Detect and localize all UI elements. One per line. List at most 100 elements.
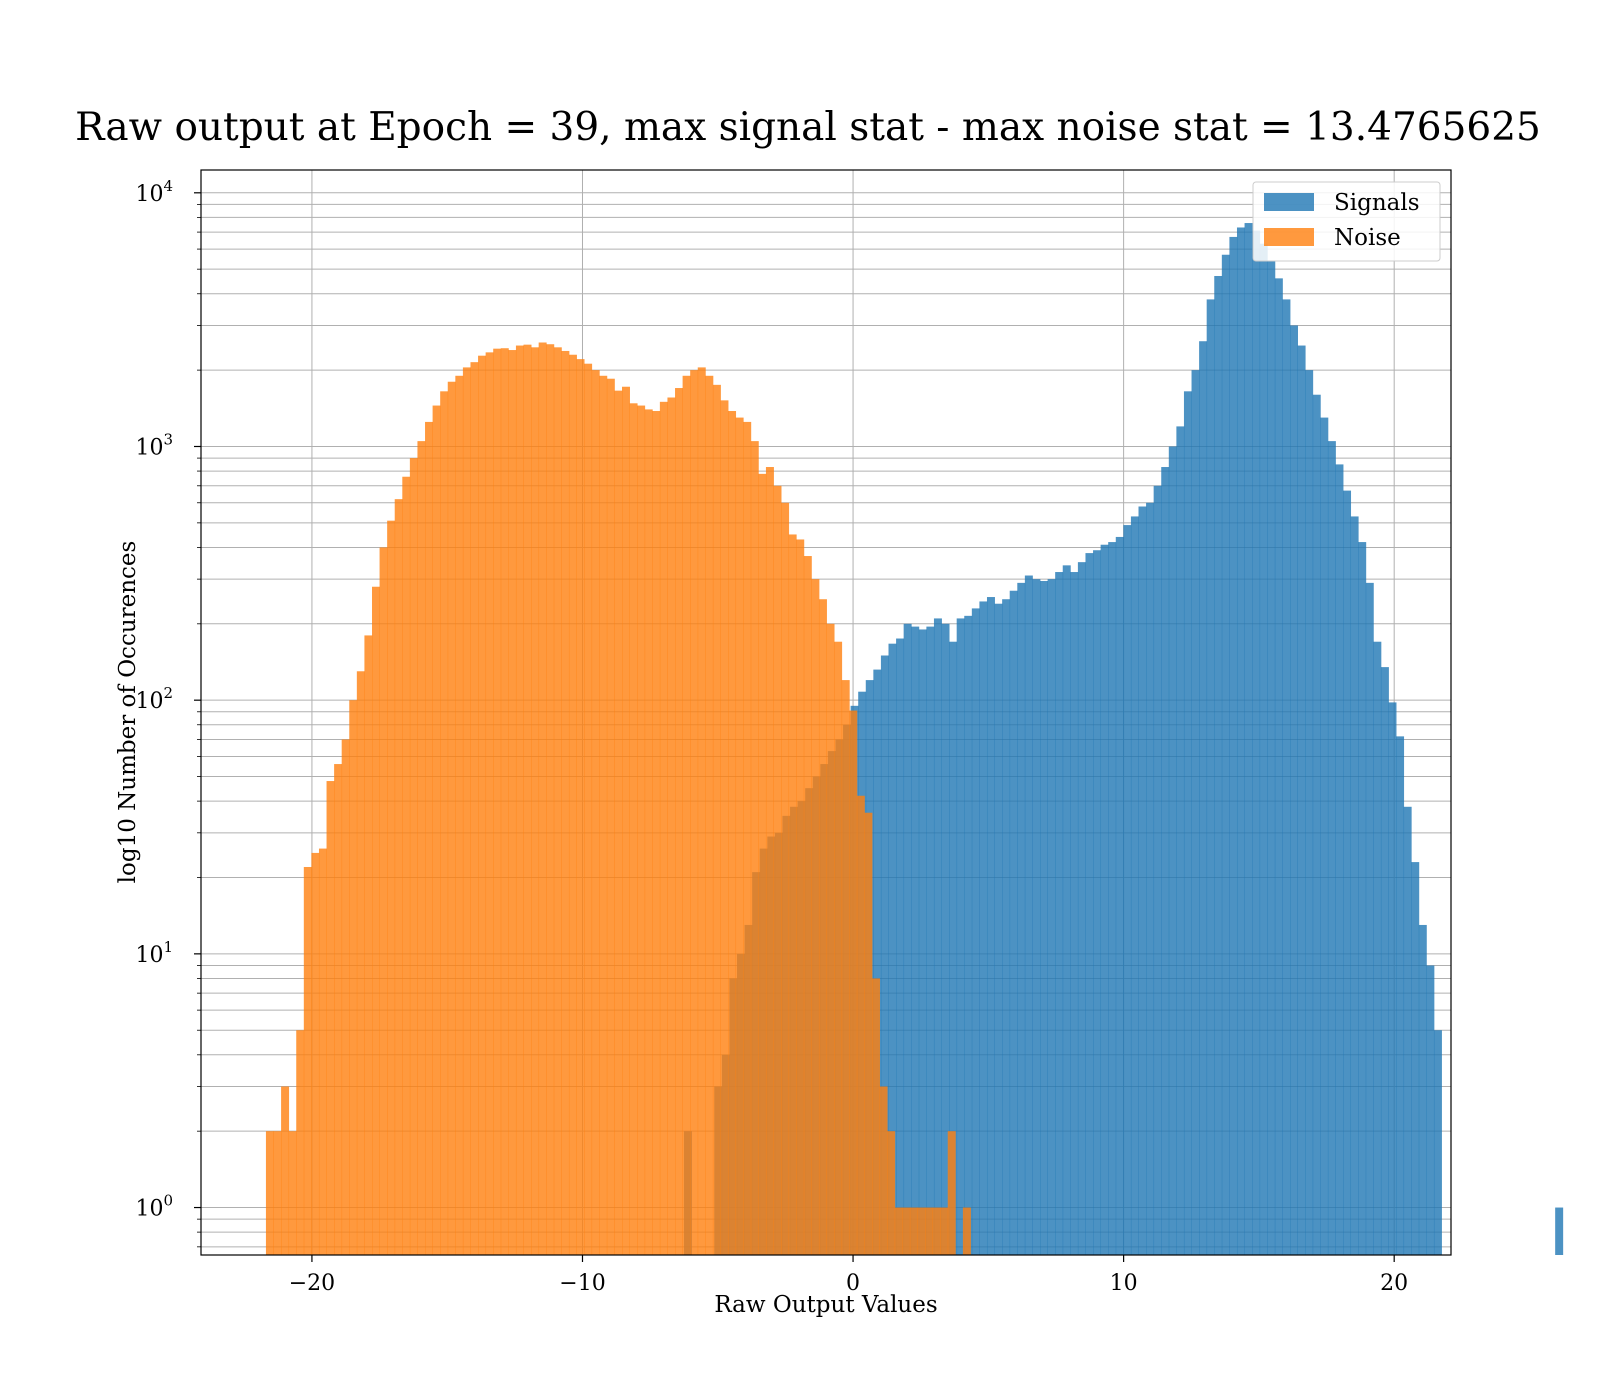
- noise-bar: [281, 1086, 290, 1255]
- signals-bar: [979, 601, 988, 1255]
- noise-bar: [644, 409, 653, 1255]
- y-tick-label: 103: [135, 430, 173, 460]
- noise-bar: [470, 362, 479, 1255]
- signals-bar: [1214, 275, 1223, 1255]
- signals-bar: [1062, 565, 1071, 1255]
- signals-bar: [1040, 580, 1048, 1255]
- signals-bar: [873, 669, 882, 1255]
- noise-bar: [296, 1030, 305, 1255]
- noise-bar: [728, 411, 737, 1255]
- noise-bar: [712, 384, 721, 1256]
- y-tick-label: 104: [135, 177, 173, 207]
- signals-bar: [1320, 417, 1329, 1256]
- plot-frame: [200, 169, 1452, 1256]
- y-tick-label: 101: [135, 938, 173, 968]
- noise-bar: [432, 405, 441, 1255]
- noise-bar: [417, 441, 426, 1255]
- noise-bar: [372, 586, 380, 1255]
- signals-bar: [918, 629, 927, 1255]
- x-axis-label: Raw Output Values: [714, 1292, 937, 1318]
- signals-bar: [1055, 572, 1064, 1255]
- noise-bar: [872, 978, 880, 1255]
- signals-bar: [1176, 426, 1185, 1255]
- signals-bar: [986, 597, 995, 1255]
- signals-bar: [1418, 924, 1427, 1255]
- noise-bar: [485, 352, 494, 1255]
- x-tick-label: −10: [559, 1271, 605, 1296]
- noise-bar: [788, 534, 797, 1255]
- signals-bar: [1024, 575, 1033, 1255]
- noise-bar: [576, 359, 585, 1255]
- y-axis-label: log10 Number of Occurences: [115, 541, 141, 884]
- noise-bar: [561, 350, 570, 1256]
- signals-bar: [1252, 230, 1261, 1255]
- signals-bar: [1168, 446, 1177, 1255]
- noise-bar: [629, 403, 638, 1255]
- noise-bar: [288, 1131, 297, 1255]
- signals-bar: [1236, 227, 1245, 1256]
- noise-bar: [697, 367, 706, 1255]
- noise-bar: [478, 355, 487, 1255]
- legend-signals-swatch: [1264, 193, 1314, 211]
- noise-bar: [849, 710, 858, 1255]
- noise-bar: [462, 367, 471, 1255]
- noise-bar: [455, 375, 464, 1255]
- noise-bar: [940, 1207, 949, 1255]
- legend-signals-label: Signals: [1334, 190, 1420, 216]
- signals-bar: [1555, 1207, 1564, 1255]
- signals-bar: [949, 641, 958, 1255]
- noise-bar: [523, 344, 532, 1255]
- legend-noise-label: Noise: [1334, 225, 1401, 251]
- signals-bar: [1009, 590, 1018, 1255]
- noise-bar: [864, 812, 873, 1255]
- signals-bar: [1274, 278, 1283, 1255]
- noise-bar: [584, 363, 593, 1255]
- signals-bar: [964, 615, 973, 1255]
- x-tick-label: 0: [846, 1271, 860, 1296]
- chart-title: Raw output at Epoch = 39, max signal sta…: [75, 105, 1541, 150]
- noise-bar: [531, 347, 540, 1255]
- noise-bar: [273, 1131, 282, 1255]
- noise-bar: [932, 1207, 941, 1255]
- signals-bar: [1002, 599, 1011, 1255]
- signals-bar: [1388, 702, 1397, 1255]
- signals-bar: [880, 655, 889, 1255]
- noise-bar: [440, 391, 449, 1255]
- noise-bar: [758, 473, 767, 1255]
- x-axis: −20 −10 0 10 20: [289, 1255, 1408, 1296]
- noise-bar: [500, 348, 509, 1256]
- signals-bar: [1229, 236, 1238, 1255]
- signals-bar: [1221, 254, 1230, 1256]
- noise-bar: [614, 390, 623, 1255]
- signals-bar: [1199, 341, 1208, 1256]
- noise-bar: [925, 1207, 934, 1255]
- noise-bar: [735, 417, 744, 1256]
- signals-bar: [994, 603, 1003, 1255]
- noise-bar: [667, 397, 676, 1255]
- noise-bar: [493, 348, 502, 1255]
- noise-bar: [887, 1131, 896, 1255]
- signals-bar: [1017, 582, 1026, 1255]
- signals-bar: [1267, 260, 1276, 1255]
- noise-bar: [879, 1086, 888, 1255]
- signals-bar: [956, 618, 965, 1255]
- signals-bar: [1411, 862, 1420, 1255]
- signals-bar: [1047, 579, 1056, 1255]
- noise-bar: [303, 866, 312, 1255]
- noise-bar: [690, 370, 699, 1255]
- noise-bar: [796, 539, 805, 1255]
- signals-bar: [1282, 299, 1291, 1255]
- signals-bar: [1426, 965, 1435, 1255]
- signals-bar: [1070, 572, 1079, 1255]
- noise-bar: [652, 411, 661, 1255]
- noise-bar: [675, 388, 684, 1255]
- signals-bar: [1183, 391, 1192, 1255]
- y-tick-label: 102: [135, 684, 173, 714]
- noise-bar: [917, 1207, 926, 1255]
- noise-bar: [818, 599, 827, 1255]
- noise-bar: [318, 848, 327, 1255]
- signals-bar: [1396, 736, 1405, 1255]
- noise-bar: [553, 347, 562, 1255]
- signals-bar: [888, 643, 897, 1255]
